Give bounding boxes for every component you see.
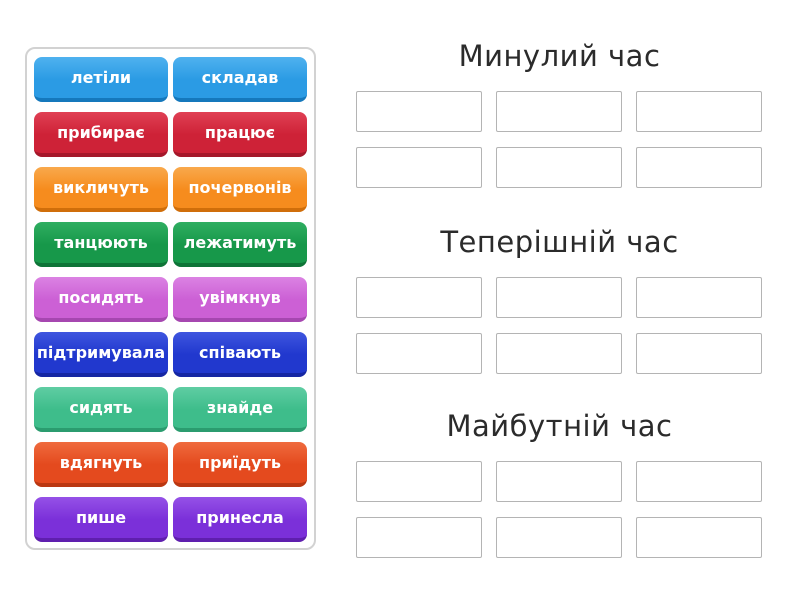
word-tile[interactable]: приїдуть <box>173 442 307 487</box>
drop-slot-future-tense-2[interactable] <box>496 461 622 502</box>
group-title-present-tense: Теперішній час <box>440 225 679 259</box>
word-tile[interactable]: пише <box>34 497 168 542</box>
drop-slot-future-tense-3[interactable] <box>636 461 762 502</box>
word-tile[interactable]: увімкнув <box>173 277 307 322</box>
drop-slot-past-tense-4[interactable] <box>356 147 482 188</box>
drop-slot-past-tense-5[interactable] <box>496 147 622 188</box>
group-present-tense: Теперішній час <box>356 224 763 374</box>
drop-slot-future-tense-1[interactable] <box>356 461 482 502</box>
word-tile[interactable]: сидять <box>34 387 168 432</box>
drop-slot-past-tense-6[interactable] <box>636 147 762 188</box>
word-tile[interactable]: викличуть <box>34 167 168 212</box>
drop-slot-past-tense-3[interactable] <box>636 91 762 132</box>
word-bank-panel: летіли складав прибирає працює викличуть поче… <box>25 47 316 550</box>
drop-slot-past-tense-2[interactable] <box>496 91 622 132</box>
word-tile[interactable]: складав <box>173 57 307 102</box>
word-tile[interactable]: співають <box>173 332 307 377</box>
word-tile[interactable]: танцюють <box>34 222 168 267</box>
word-tile[interactable]: працює <box>173 112 307 157</box>
drop-slot-present-tense-5[interactable] <box>496 333 622 374</box>
drop-slot-present-tense-6[interactable] <box>636 333 762 374</box>
group-title-future-tense: Майбутній час <box>446 409 673 443</box>
drop-slot-future-tense-5[interactable] <box>496 517 622 558</box>
drop-slot-future-tense-6[interactable] <box>636 517 762 558</box>
group-future-tense: Майбутній час <box>356 408 763 558</box>
group-past-tense: Минулий час <box>356 38 763 188</box>
slot-grid-future-tense <box>356 461 763 558</box>
drop-slot-future-tense-4[interactable] <box>356 517 482 558</box>
word-tile[interactable]: почервонів <box>173 167 307 212</box>
word-tile-grid: летіли складав прибирає працює викличуть поче… <box>34 57 307 542</box>
drop-slot-past-tense-1[interactable] <box>356 91 482 132</box>
word-tile[interactable]: підтримувала <box>34 332 168 377</box>
drop-slot-present-tense-4[interactable] <box>356 333 482 374</box>
group-title-past-tense: Минулий час <box>458 39 661 73</box>
drop-slot-present-tense-1[interactable] <box>356 277 482 318</box>
slot-grid-past-tense <box>356 91 763 188</box>
word-tile[interactable]: вдягнуть <box>34 442 168 487</box>
drop-slot-present-tense-3[interactable] <box>636 277 762 318</box>
word-tile[interactable]: прибирає <box>34 112 168 157</box>
drop-slot-present-tense-2[interactable] <box>496 277 622 318</box>
slot-grid-present-tense <box>356 277 763 374</box>
word-tile[interactable]: знайде <box>173 387 307 432</box>
word-tile[interactable]: летіли <box>34 57 168 102</box>
word-tile[interactable]: принесла <box>173 497 307 542</box>
word-tile[interactable]: лежатимуть <box>173 222 307 267</box>
word-tile[interactable]: посидять <box>34 277 168 322</box>
